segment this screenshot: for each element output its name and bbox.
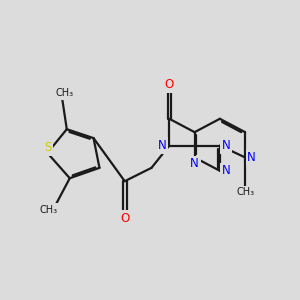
Text: O: O [120, 212, 129, 225]
Text: N: N [247, 151, 256, 164]
Text: CH₃: CH₃ [40, 205, 58, 215]
Text: N: N [222, 164, 231, 177]
Text: O: O [165, 78, 174, 91]
Text: S: S [44, 141, 51, 154]
Text: N: N [158, 139, 166, 152]
Text: N: N [222, 139, 231, 152]
Text: CH₃: CH₃ [56, 88, 74, 98]
Text: N: N [190, 158, 199, 170]
Text: CH₃: CH₃ [236, 187, 254, 197]
